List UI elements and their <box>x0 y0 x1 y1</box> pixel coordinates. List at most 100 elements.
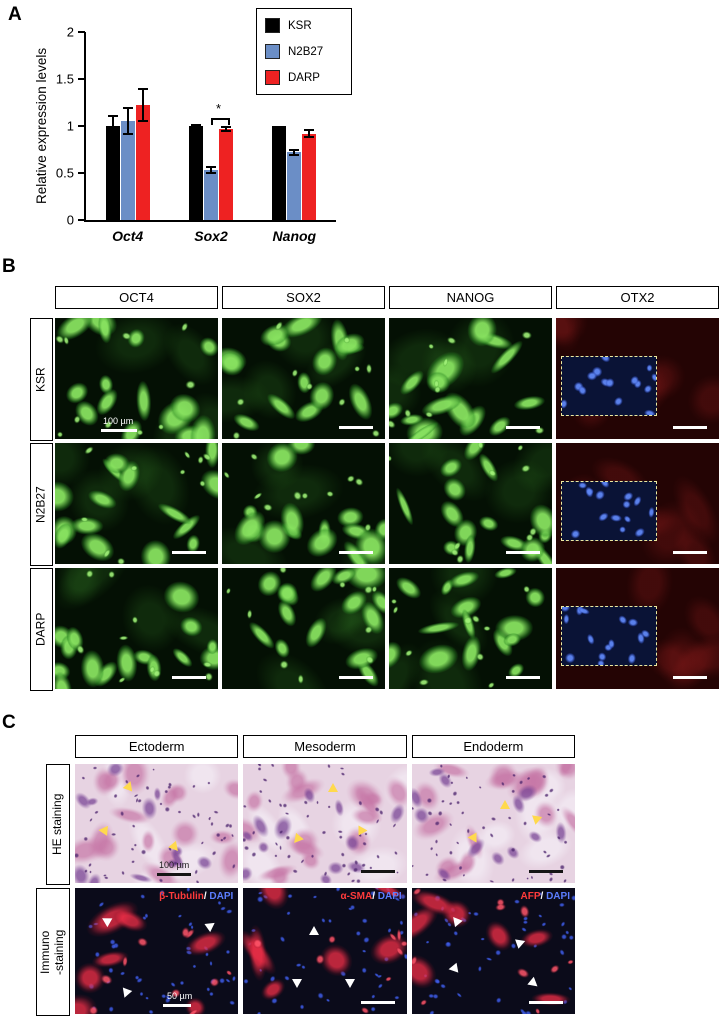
texture-blob <box>176 912 185 920</box>
bar-KSR-Oct4 <box>105 126 120 220</box>
scale-bar <box>673 676 707 679</box>
scale-bar <box>673 426 707 429</box>
micrograph-n2b27-otx2 <box>556 443 719 564</box>
texture-blob <box>562 612 571 627</box>
texture-blob <box>476 964 484 974</box>
texture-blob <box>310 853 315 859</box>
texture-blob <box>620 511 635 526</box>
dapi-label: DAPI <box>546 891 570 902</box>
texture-blob <box>139 990 144 997</box>
texture-blob <box>382 974 394 985</box>
immuno-ectoderm: β-Tubulin/ DAPI 50 µm <box>75 888 239 1014</box>
bar-DARP-Nanog <box>302 133 317 220</box>
scale-bar <box>360 870 395 873</box>
texture-blob <box>324 996 332 1004</box>
texture-blob <box>399 939 407 948</box>
texture-blob <box>353 928 364 939</box>
texture-blob <box>630 523 650 540</box>
micrograph-ksr-otx2 <box>556 318 719 439</box>
texture-blob <box>603 374 618 390</box>
bar-KSR-Nanog <box>272 126 287 220</box>
dapi-inset <box>561 606 657 666</box>
scale-bar <box>506 426 540 429</box>
scale-bar <box>528 1001 563 1004</box>
texture-blob <box>338 770 347 777</box>
column-header-endoderm: Endoderm <box>411 735 575 758</box>
scale-bar <box>506 551 540 554</box>
bar-KSR-Sox2 <box>189 126 203 220</box>
panel-b-grid: 100 µm <box>55 318 719 689</box>
bar-DARP-Sox2 <box>219 128 233 220</box>
he-mesoderm <box>243 764 407 883</box>
scale-label: 100 µm <box>103 416 134 426</box>
texture-blob <box>610 392 627 410</box>
texture-blob <box>80 775 87 781</box>
column-header-otx2: OTX2 <box>556 286 719 309</box>
texture-blob <box>212 809 221 816</box>
error-bar <box>107 114 118 138</box>
texture-blob <box>196 811 201 819</box>
scale-bar <box>157 873 191 876</box>
texture-blob <box>369 992 378 1001</box>
sig-bracket <box>211 118 230 125</box>
arrowhead-icon <box>447 962 458 974</box>
texture-blob <box>346 905 354 912</box>
legend-swatch-ksr <box>265 18 280 33</box>
texture-blob <box>110 832 118 836</box>
texture-blob <box>55 429 65 439</box>
texture-blob <box>326 917 334 925</box>
texture-blob <box>278 843 283 851</box>
error-bar <box>137 88 148 123</box>
texture-blob <box>566 525 585 540</box>
scale-label: 100 µm <box>159 860 190 870</box>
bar-N2B27-Nanog <box>287 152 302 220</box>
he-endoderm <box>411 764 575 883</box>
legend-swatch-darp <box>265 70 280 85</box>
texture-blob <box>255 1009 264 1014</box>
texture-blob <box>227 823 233 829</box>
texture-blob <box>594 508 613 526</box>
panel-a-label: A <box>8 4 22 25</box>
texture-blob <box>390 604 401 617</box>
panel-b-label: B <box>2 256 16 277</box>
legend-label-darp: DARP <box>288 71 320 84</box>
tick-mark <box>78 125 85 127</box>
texture-blob <box>536 912 545 920</box>
texture-blob <box>326 764 332 770</box>
texture-blob <box>336 829 344 834</box>
micrograph-darp-nanog <box>389 568 552 689</box>
texture-blob <box>454 990 464 1000</box>
texture-blob <box>424 939 431 946</box>
texture-blob <box>146 1007 156 1014</box>
scale-bar <box>339 676 373 679</box>
scale-bar <box>172 551 206 554</box>
legend-item-darp: DARP <box>265 70 343 85</box>
micrograph-n2b27-oct4 <box>55 443 218 564</box>
texture-blob <box>224 585 234 596</box>
texture-blob <box>625 649 639 665</box>
arrowhead-icon <box>467 832 477 843</box>
marker-name: AFP <box>520 891 541 902</box>
texture-blob <box>625 616 640 629</box>
texture-blob <box>296 672 305 687</box>
micrograph-n2b27-sox2 <box>222 443 385 564</box>
error-bar <box>304 128 315 139</box>
scale-bar <box>673 551 707 554</box>
texture-blob <box>273 853 278 858</box>
legend-label-n2b27: N2B27 <box>288 45 324 58</box>
legend-label-ksr: KSR <box>288 19 312 32</box>
stain-label: α-SMA/ DAPI <box>340 891 401 902</box>
scale-bar <box>360 1001 395 1004</box>
texture-blob <box>557 947 568 958</box>
texture-blob <box>546 960 564 977</box>
texture-blob <box>224 948 232 956</box>
texture-blob <box>132 842 138 848</box>
texture-blob <box>583 630 598 648</box>
texture-blob <box>492 901 510 914</box>
scale-bar <box>101 429 137 432</box>
y-axis-label: Relative expression levels <box>34 47 49 205</box>
texture-blob <box>230 430 242 439</box>
tick-mark <box>78 78 85 80</box>
micrograph-darp-sox2 <box>222 568 385 689</box>
